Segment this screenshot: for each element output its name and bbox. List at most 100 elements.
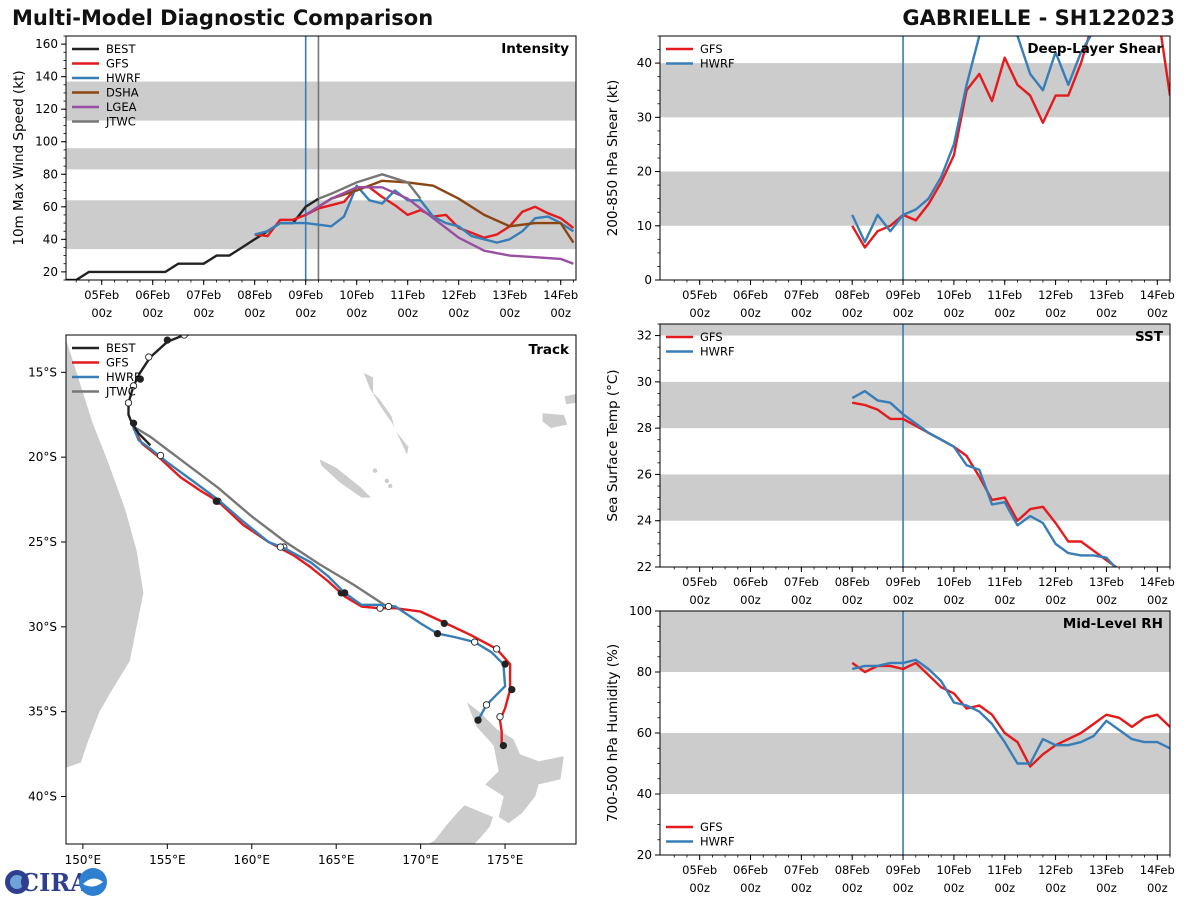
intensity-panel-title: Intensity [501, 41, 569, 57]
logo-text: CIRA [20, 868, 89, 897]
shear-x-tick-date: 07Feb [784, 288, 819, 302]
track-map: 150°E 155°E 160°E 165°E 170°E 175°E 15°S 20°S 25… [28, 334, 577, 867]
sst-x-tick-date: 13Feb [1089, 575, 1124, 589]
rh-band [660, 611, 1170, 672]
track-x-tick-label: 175°E [487, 853, 524, 867]
intensity-x-tick-hour: 00z [346, 306, 367, 320]
rh-x-tick-hour: 00z [1096, 881, 1117, 895]
sst-x-tick-date: 06Feb [733, 575, 768, 589]
sst-x-tick-date: 08Feb [835, 575, 870, 589]
shear-series-hwrf [851, 36, 1170, 244]
intensity-x-tick-hour: 00z [397, 306, 418, 320]
track-x-tick-label: 155°E [149, 853, 186, 867]
intensity-x-tick-date: 06Feb [135, 288, 170, 302]
rh-x-tick-date: 09Feb [886, 863, 921, 877]
intensity-legend-label-best: BEST [106, 42, 136, 56]
intensity-y-tick-label: 100 [35, 135, 58, 149]
shear-chart: 0 10 20 30 40 05Feb 00z 06Feb 00z 07Feb 00z 08Feb 00… [605, 35, 1175, 320]
sst-series-hwrf [851, 389, 1117, 567]
rh-series-gfs [851, 661, 1170, 768]
sst-x-tick-hour: 00z [1147, 593, 1168, 607]
land-loyalty-island [388, 483, 393, 489]
rh-x-tick-hour: 00z [1147, 881, 1168, 895]
land-fiji-vanua-levu [563, 393, 576, 405]
intensity-series-dsha [305, 179, 575, 244]
intensity-x-tick-date: 10Feb [339, 288, 374, 302]
track-plot-area [66, 335, 576, 844]
intensity-legend-label-jtwc: JTWC [105, 115, 136, 129]
track-x-tick-label: 160°E [234, 853, 271, 867]
rh-x-tick-hour: 00z [893, 881, 914, 895]
intensity-x-tick-hour: 00z [448, 306, 469, 320]
sst-y-tick-label: 32 [637, 329, 652, 343]
shear-x-tick-date: 05Feb [682, 288, 717, 302]
intensity-x-tick-date: 14Feb [543, 288, 578, 302]
rh-panel-title: Mid-Level RH [1063, 616, 1163, 632]
sst-x-tick-hour: 00z [791, 593, 812, 607]
sst-x-tick-hour: 00z [1045, 593, 1066, 607]
intensity-plot-area [66, 36, 576, 280]
track-y-tick-label: 30°S [28, 620, 57, 634]
track-point-gfs [496, 713, 504, 721]
intensity-legend-label-hwrf: HWRF [106, 71, 141, 85]
intensity-y-tick-label: 80 [43, 167, 58, 181]
rh-legend-label-gfs: GFS [700, 820, 723, 834]
track-point-best [124, 399, 133, 407]
rh-x-tick-hour: 00z [689, 881, 710, 895]
shear-x-tick-hour: 00z [689, 306, 710, 320]
shear-legend-label-hwrf: HWRF [700, 57, 735, 71]
shear-y-tick-label: 30 [637, 110, 652, 124]
sst-x-tick-hour: 00z [689, 593, 710, 607]
shear-x-tick-date: 13Feb [1089, 288, 1124, 302]
rh-plot-area [660, 611, 1170, 855]
rh-x-tick-hour: 00z [1045, 881, 1066, 895]
land-vanuatu [362, 371, 410, 457]
track-line-gfs [132, 427, 512, 746]
sst-x-tick-date: 12Feb [1038, 575, 1073, 589]
rh-y-axis-label: 700-500 hPa Humidity (%) [605, 644, 621, 822]
track-point-hwrf [156, 451, 165, 460]
intensity-x-tick-hour: 00z [295, 306, 316, 320]
track-legend-label-hwrf: HWRF [106, 370, 141, 384]
rh-x-tick-hour: 00z [842, 881, 863, 895]
track-y-tick-label: 20°S [28, 450, 57, 464]
rh-x-tick-date: 06Feb [733, 863, 768, 877]
rh-series-hwrf [851, 658, 1170, 765]
intensity-x-tick-date: 11Feb [390, 288, 425, 302]
shear-panel-title: Deep-Layer Shear [1027, 41, 1163, 57]
intensity-band [66, 148, 576, 170]
rh-x-tick-date: 10Feb [936, 863, 971, 877]
intensity-x-tick-date: 05Feb [84, 288, 119, 302]
intensity-series-lgea [305, 186, 574, 265]
sst-y-tick-label: 30 [637, 375, 652, 389]
shear-x-tick-hour: 00z [1147, 306, 1168, 320]
shear-x-tick-hour: 00z [893, 306, 914, 320]
shear-x-tick-date: 11Feb [987, 288, 1022, 302]
intensity-legend-label-gfs: GFS [106, 57, 129, 71]
rh-x-tick-date: 05Feb [682, 863, 717, 877]
intensity-x-tick-date: 12Feb [441, 288, 476, 302]
shear-x-tick-hour: 00z [944, 306, 965, 320]
track-frame [65, 334, 577, 845]
sst-band [660, 474, 1170, 521]
shear-x-tick-hour: 00z [740, 306, 761, 320]
land-new-caledonia [318, 458, 373, 499]
rh-y-tick-label: 20 [637, 848, 652, 862]
sst-frame [659, 323, 1171, 568]
land-australia [66, 337, 145, 769]
intensity-chart: 20 40 60 80 100 120 140 160 05Feb 00z 06Feb 00z 07Fe… [11, 35, 578, 320]
rh-band [660, 733, 1170, 794]
track-y-tick-label: 40°S [28, 789, 57, 803]
intensity-x-tick-date: 07Feb [186, 288, 221, 302]
sst-band [660, 381, 1170, 429]
intensity-y-tick-label: 160 [35, 37, 58, 51]
sst-x-tick-date: 09Feb [886, 575, 921, 589]
intensity-legend-label-dsha: DSHA [106, 86, 139, 100]
track-point-hwrf [212, 497, 220, 505]
shear-x-tick-date: 09Feb [886, 288, 921, 302]
sst-band [660, 324, 1170, 336]
track-point-hwrf [276, 543, 285, 551]
rh-x-tick-date: 13Feb [1089, 863, 1124, 877]
shear-x-tick-date: 14Feb [1140, 288, 1175, 302]
rh-x-tick-date: 14Feb [1140, 863, 1175, 877]
